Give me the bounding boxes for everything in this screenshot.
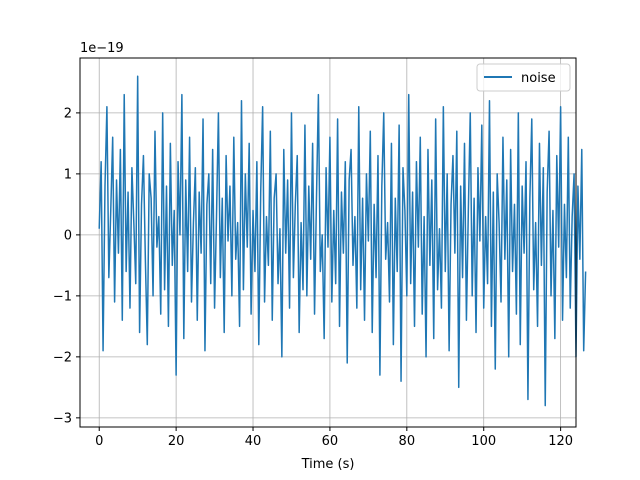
y-tick-label: −3 [53, 411, 72, 426]
y-tick-label: −2 [53, 350, 72, 365]
series-line-noise [98, 75, 587, 407]
y-tick-label: 2 [64, 106, 72, 121]
legend-box [476, 63, 571, 92]
x-tick-label: 60 [322, 434, 339, 449]
y-tick-label: −1 [53, 289, 72, 304]
plot-frame [79, 57, 577, 428]
y-axis: −3 −2 −1 0 1 2 [53, 106, 80, 426]
y-tick-label: 0 [64, 228, 72, 243]
x-tick-label: 20 [168, 434, 185, 449]
x-axis-label: Time (s) [301, 457, 355, 472]
x-axis: 0 20 40 60 80 100 120 [95, 427, 573, 449]
x-tick-label: 120 [548, 434, 573, 449]
y-offset-label: 1e−19 [80, 41, 124, 56]
series-group [98, 75, 587, 407]
x-tick-label: 0 [95, 434, 103, 449]
legend: noise [476, 63, 571, 92]
x-tick-label: 40 [245, 434, 262, 449]
x-tick-label: 80 [399, 434, 416, 449]
x-tick-label: 100 [471, 434, 496, 449]
y-tick-label: 1 [64, 167, 72, 182]
legend-label-noise: noise [521, 71, 556, 86]
